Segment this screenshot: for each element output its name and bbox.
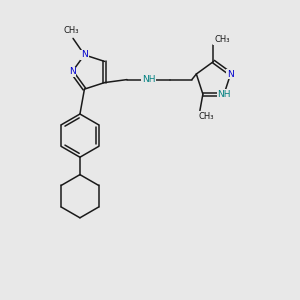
Text: N: N — [69, 68, 75, 76]
Text: CH₃: CH₃ — [64, 26, 79, 35]
Text: N: N — [227, 70, 234, 79]
Text: N: N — [81, 50, 88, 59]
Text: CH₃: CH₃ — [199, 112, 214, 121]
Text: NH: NH — [142, 75, 155, 84]
Text: NH: NH — [217, 90, 231, 99]
Text: CH₃: CH₃ — [214, 35, 230, 44]
